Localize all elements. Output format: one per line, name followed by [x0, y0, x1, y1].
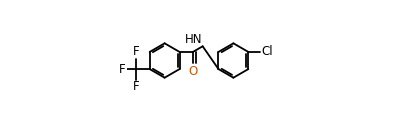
Text: F: F — [119, 63, 125, 76]
Text: Cl: Cl — [261, 45, 273, 58]
Text: F: F — [133, 80, 140, 93]
Text: O: O — [188, 65, 197, 78]
Text: F: F — [133, 45, 140, 58]
Text: HN: HN — [184, 33, 202, 45]
